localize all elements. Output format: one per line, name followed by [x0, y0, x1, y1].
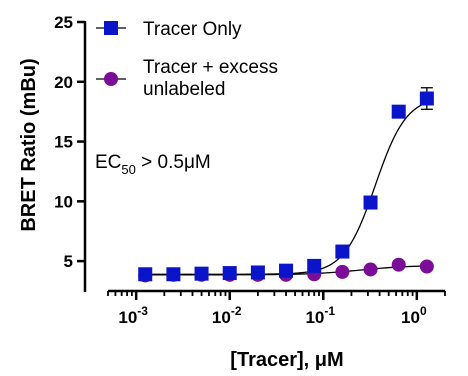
fit-curve-tracer-only: [145, 101, 428, 275]
x-tick-label-exponent: -1: [324, 304, 335, 318]
y-axis-title: BRET Ratio (mBu): [18, 58, 40, 231]
y-tick-label: 20: [54, 73, 73, 92]
data-points: [138, 87, 434, 283]
tracer-excess-point: [335, 264, 350, 279]
tracer-excess-point: [391, 257, 406, 272]
x-tick-label: 100: [401, 304, 427, 327]
ec50-annotation: EC50 > 0.5μM: [95, 152, 211, 177]
y-tick-label: 5: [64, 252, 73, 271]
x-tick-label: 10-1: [305, 304, 335, 327]
tracer-only-point: [363, 195, 378, 210]
tracer-only-point: [138, 267, 153, 282]
annotation-subscript: 50: [121, 162, 135, 177]
x-tick-label-base: 10: [401, 308, 420, 327]
y-tick-label: 15: [54, 133, 73, 152]
fit-curves: [145, 101, 428, 276]
tracer-only-point: [194, 266, 209, 281]
x-tick-label-exponent: -3: [137, 304, 148, 318]
tracer-only-point: [222, 266, 237, 281]
legend-label: Tracer + excess: [143, 57, 278, 78]
y-tick-label: 10: [54, 192, 73, 211]
legend-label: Tracer Only: [143, 19, 242, 40]
y-ticks: 5 10 15 20 25: [54, 13, 85, 271]
y-tick-label: 25: [54, 13, 73, 32]
tracer-only-point: [391, 104, 406, 119]
tracer-only-point: [419, 91, 434, 106]
tracer-only-point: [335, 244, 350, 259]
tracer-only-point: [279, 263, 294, 278]
x-tick-label-base: 10: [305, 308, 324, 327]
tracer-only-point: [250, 265, 265, 280]
x-tick-label-exponent: 0: [420, 304, 427, 318]
x-axis-title: [Tracer], μM: [230, 349, 343, 371]
tracer-excess-point: [419, 259, 434, 274]
legend-marker-circle: [104, 72, 118, 86]
x-tick-label: 10-2: [212, 304, 242, 327]
x-tick-label-exponent: -2: [231, 304, 242, 318]
annotation-suffix: > 0.5μM: [136, 152, 211, 173]
annotation-prefix: EC: [95, 152, 121, 173]
x-tick-label: 10-3: [118, 304, 148, 327]
tracer-only-point: [166, 267, 181, 282]
tracer-only-point: [307, 258, 322, 273]
x-tick-label-base: 10: [118, 308, 137, 327]
tracer-excess-point: [363, 262, 378, 277]
legend-label: unlabeled: [143, 79, 225, 100]
x-tick-label-base: 10: [212, 308, 231, 327]
legend-marker-square: [104, 21, 118, 35]
x-ticks: 10-3 10-2 10-1 100: [107, 291, 446, 327]
